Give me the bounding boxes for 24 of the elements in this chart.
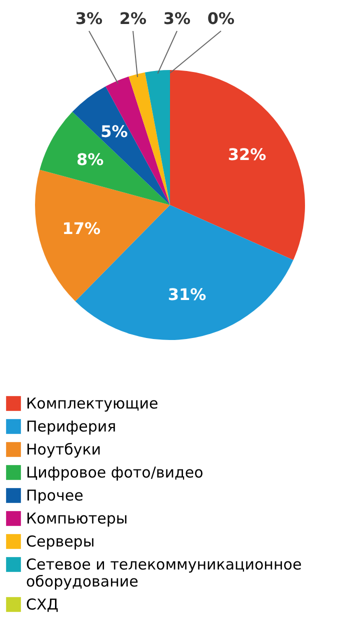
legend-label: Серверы (26, 532, 95, 550)
legend-label: Комплектующие (26, 394, 158, 412)
pie-slice (170, 70, 305, 260)
text: 0% (207, 9, 235, 28)
data-label: 2% (119, 9, 147, 28)
data-label: 8% (76, 150, 104, 169)
pie-slice (128, 72, 170, 205)
legend-label: Прочее (26, 486, 84, 504)
pie-slice (35, 170, 170, 302)
data-label: 32% (228, 145, 266, 164)
data-label: 17% (62, 218, 101, 238)
data-label: 3% (75, 9, 103, 28)
data-label: 5% (100, 122, 128, 142)
legend-label: Периферия (26, 418, 116, 436)
data-label: 3% (163, 9, 191, 28)
data-label: 31% (168, 285, 206, 304)
legend-label: СХД (26, 596, 58, 614)
legend-label: Сетевое и телекоммуникационное оборудование (26, 556, 302, 590)
pie-slice (144, 70, 170, 205)
pie-slice (72, 86, 170, 205)
legend-label: Цифровое фото/видео (26, 464, 204, 482)
pie-slice (40, 112, 170, 205)
legend-label: Компьютеры (26, 510, 128, 528)
legend-label: Ноутбуки (26, 440, 102, 458)
